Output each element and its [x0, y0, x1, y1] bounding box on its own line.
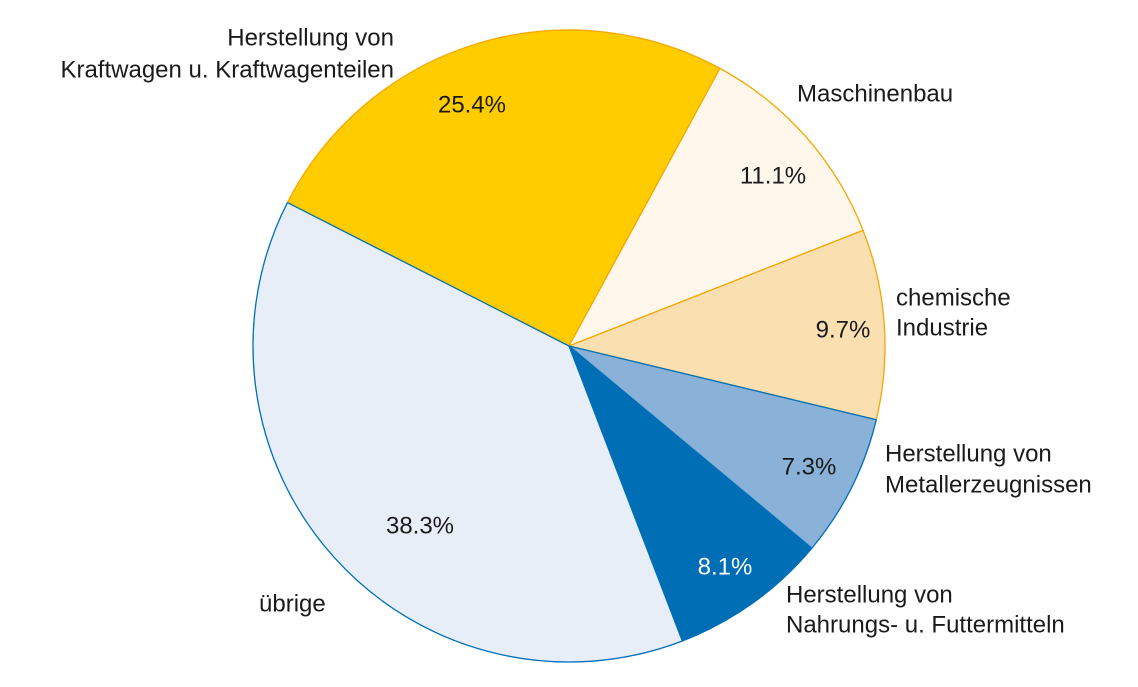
slice-value-label: 38.3% — [386, 513, 454, 540]
slice-category-label: Metallerzeugnissen — [885, 472, 1092, 499]
slice-value-label: 7.3% — [782, 454, 837, 481]
slice-category-label: Maschinenbau — [797, 81, 953, 108]
pie-slice — [252, 201, 683, 663]
pie-slice — [568, 229, 886, 421]
slice-category-label: Kraftwagen u. Kraftwagenteilen — [60, 57, 394, 84]
slice-category-label: Industrie — [896, 315, 988, 342]
pie-slice — [568, 345, 877, 549]
slice-category-label: Herstellung von — [885, 441, 1052, 468]
slice-category-label: übrige — [259, 591, 326, 618]
slice-value-label: 25.4% — [438, 92, 506, 119]
slice-category-label: Herstellung von — [227, 25, 394, 52]
pie-slice — [568, 345, 813, 642]
slice-value-label: 11.1% — [740, 163, 806, 190]
slice-category-label: Herstellung von — [786, 582, 953, 609]
slice-category-label: Nahrungs- u. Futtermitteln — [786, 612, 1065, 639]
slice-value-label: 8.1% — [698, 554, 753, 581]
slice-value-label: 9.7% — [816, 317, 871, 344]
pie-slice — [568, 67, 864, 347]
slice-category-label: chemische — [896, 285, 1011, 312]
